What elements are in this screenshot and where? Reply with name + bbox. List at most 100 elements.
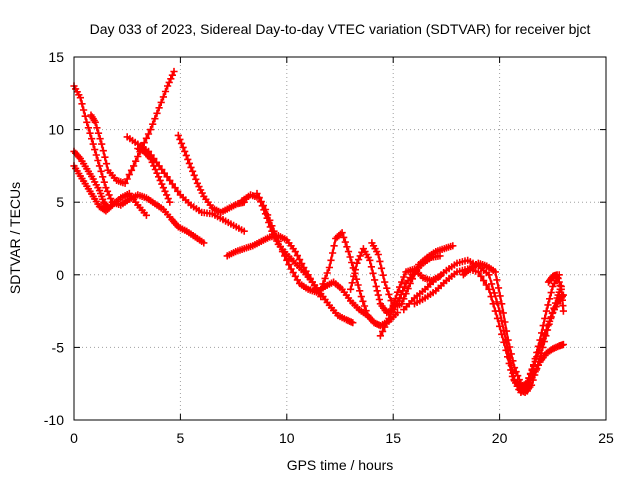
data-point (268, 222, 276, 230)
data-point (376, 257, 384, 265)
data-point (541, 330, 549, 338)
data-point (539, 335, 547, 343)
data-point (81, 112, 89, 120)
data-point (291, 248, 299, 256)
data-point (132, 157, 140, 165)
data-point (449, 242, 457, 250)
data-point (317, 293, 325, 301)
data-point (272, 232, 280, 240)
data-point (156, 176, 164, 184)
data-point (349, 319, 357, 327)
data-point (366, 256, 374, 264)
y-axis-label: SDTVAR / TECUs (7, 182, 23, 294)
data-point (153, 109, 161, 117)
data-point (371, 276, 379, 284)
data-point (285, 261, 293, 269)
grid (74, 57, 606, 420)
data-point (179, 143, 187, 151)
data-point (189, 167, 197, 175)
y-tick-label: 0 (56, 267, 64, 283)
data-point (554, 274, 562, 282)
data-point (456, 267, 464, 275)
data-point (276, 242, 284, 251)
data-point (323, 269, 331, 277)
data-point (340, 233, 348, 241)
ticks: 0 5 10 15 20 25 -10 -5 0 5 10 15 (44, 49, 614, 446)
data-point (101, 153, 109, 161)
data-point (155, 104, 163, 112)
data-point (555, 278, 563, 286)
data-point (257, 197, 265, 206)
data-point (538, 339, 546, 347)
x-tick-label: 20 (492, 430, 508, 446)
data-point (376, 332, 384, 340)
data-point (157, 98, 165, 106)
data-point (505, 359, 513, 367)
data-point (489, 300, 497, 308)
data-point (347, 285, 355, 293)
data-point (348, 279, 356, 287)
data-point (174, 131, 182, 139)
y-tick-label: -5 (52, 339, 65, 355)
x-tick-label: 0 (70, 430, 78, 446)
data-point (373, 287, 381, 295)
data-point (168, 180, 176, 188)
data-point (377, 264, 386, 272)
data-point (270, 227, 278, 235)
data-point (321, 274, 329, 282)
data-point (184, 155, 192, 163)
data-point (488, 280, 496, 288)
data-point (163, 173, 171, 181)
data-point (97, 189, 105, 198)
data-point (168, 71, 176, 79)
data-point (559, 307, 567, 315)
data-point (514, 372, 522, 380)
data-point (480, 277, 488, 285)
data-point (151, 115, 159, 123)
data-point (367, 263, 375, 271)
data-point (504, 336, 512, 344)
data-point (351, 266, 359, 274)
data-point (96, 135, 104, 143)
data-point (507, 366, 515, 374)
data-point (296, 256, 304, 264)
data-point (498, 300, 506, 308)
data-point (504, 353, 512, 361)
series-line (72, 84, 205, 244)
data-point (283, 256, 291, 264)
series-track-4 (87, 67, 178, 187)
data-point (559, 340, 567, 349)
data-point (360, 302, 369, 310)
data-point (510, 364, 519, 372)
series-track-1 (70, 82, 208, 247)
data-point (493, 298, 501, 306)
data-point (95, 162, 104, 170)
data-point (300, 263, 308, 272)
series-track-10 (253, 189, 372, 320)
data-point (523, 387, 531, 395)
series-track-5 (123, 133, 248, 235)
data-point (355, 256, 363, 264)
data-point (400, 273, 408, 281)
data-point (374, 291, 382, 299)
data-point (393, 309, 402, 317)
data-point (163, 191, 171, 199)
data-point (253, 189, 261, 198)
data-point (359, 297, 367, 305)
y-tick-label: 5 (56, 194, 64, 210)
data-point (80, 106, 88, 114)
data-point (121, 179, 129, 187)
data-point (159, 93, 167, 101)
data-point (502, 346, 510, 354)
data-point (255, 193, 263, 202)
data-point (372, 282, 380, 290)
data-point (499, 309, 507, 317)
data-point (166, 198, 174, 206)
data-point (105, 191, 113, 199)
data-point (170, 67, 178, 76)
data-point (160, 169, 168, 177)
data-point (142, 211, 150, 219)
data-point (181, 147, 189, 155)
data-point (369, 269, 377, 277)
data-point (99, 147, 107, 155)
